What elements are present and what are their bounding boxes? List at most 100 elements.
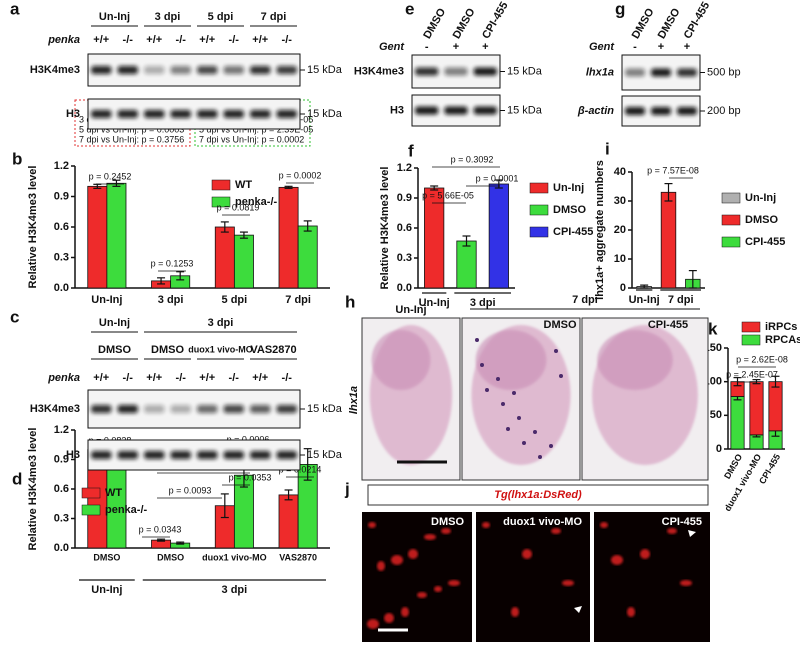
blot-band: [276, 405, 297, 413]
cell: [377, 561, 385, 571]
blot-band: [651, 68, 671, 77]
y-tick-label: 0: [620, 282, 626, 294]
bar: [87, 185, 108, 289]
x-tick-label: 5 dpi: [222, 294, 248, 306]
tissue: [597, 330, 673, 390]
lane-label: +/+: [93, 34, 109, 46]
lane-label: -/-: [123, 34, 134, 46]
bar: [660, 191, 677, 289]
y-tick-label: 0.0: [54, 542, 69, 554]
blot-header: DMSO: [98, 344, 131, 356]
lane-label: -/-: [229, 34, 240, 46]
legend-label: penka-/-: [105, 504, 148, 516]
cell: [424, 534, 436, 540]
blot-band: [197, 451, 218, 459]
image-frame: [476, 512, 590, 642]
lane-label: +/+: [252, 34, 268, 46]
y-tick-label: 1.2: [54, 424, 69, 436]
blot-band: [473, 106, 497, 115]
band-label: H3: [66, 108, 80, 120]
y-tick-label: 0.0: [397, 282, 412, 294]
cell: [640, 549, 650, 559]
p-value: p = 0.0002: [279, 170, 322, 180]
blot-band: [677, 107, 697, 115]
y-tick-label: 0.6: [397, 222, 412, 234]
legend-label: RPCAs: [765, 334, 800, 346]
stain-dot: [538, 455, 542, 459]
y-tick-label: 0.9: [397, 192, 412, 204]
group-label: Un-Inj: [91, 584, 122, 596]
p-value: p = 0.0343: [139, 524, 182, 534]
y-tick-label: 0.3: [54, 512, 69, 524]
cell: [367, 619, 379, 629]
stain-dot: [485, 388, 489, 392]
blot-band: [250, 66, 271, 74]
bar: [214, 226, 235, 289]
cell: [551, 528, 561, 534]
blot-band: [170, 110, 191, 118]
y-tick-label: 0.0: [54, 282, 69, 294]
treatment-label: CPI-455: [480, 0, 511, 41]
row-label: lhx1a: [348, 386, 360, 414]
marker-label: 15 kDa: [307, 108, 343, 120]
stain-dot: [549, 444, 553, 448]
panel-label: c: [10, 307, 19, 326]
panel-label: e: [405, 0, 414, 18]
image-label: DMSO: [544, 319, 577, 331]
row-label: penka: [47, 372, 80, 384]
group-label: Un-Inj: [629, 294, 660, 306]
stain-dot: [522, 441, 526, 445]
stain-dot: [554, 349, 558, 353]
lane-label: +/+: [199, 372, 215, 384]
y-tick-label: 30: [614, 195, 626, 207]
lane-label: +/+: [93, 372, 109, 384]
cell: [562, 580, 574, 586]
panel-label: k: [708, 319, 718, 338]
bar: [106, 182, 127, 289]
p-value: p = 2.45E-07: [726, 369, 778, 379]
cell: [680, 580, 692, 586]
lane-label: -/-: [229, 372, 240, 384]
legend-label: penka-/-: [235, 196, 278, 208]
image-label: CPI-455: [648, 319, 688, 331]
cell: [401, 607, 409, 617]
bar: [278, 186, 299, 289]
bar-segment: [749, 381, 764, 436]
y-tick-label: 1.2: [54, 160, 69, 172]
panel-label: d: [12, 469, 22, 488]
panel-label: b: [12, 149, 22, 168]
panel-label: h: [345, 292, 355, 311]
x-tick-label: duox1 vivo-MO: [202, 552, 267, 562]
blot-band: [144, 110, 165, 118]
treatment-label: DMSO: [656, 6, 683, 41]
stain-dot: [506, 427, 510, 431]
blot-band: [223, 66, 244, 74]
blot-header: VAS2870: [250, 344, 296, 356]
p-value: p = 0.1253: [151, 258, 194, 268]
band-label: H3K4me3: [30, 403, 80, 415]
band-label: lhx1a: [586, 66, 614, 78]
group-label: Un-Inj: [419, 297, 450, 309]
lane-label: +: [482, 41, 488, 53]
cell: [600, 522, 608, 528]
panel-label: g: [615, 0, 625, 18]
panel-label: i: [605, 139, 610, 158]
legend-swatch: [529, 182, 549, 194]
cell: [408, 549, 418, 559]
legend-swatch: [721, 214, 741, 226]
x-tick-label: 7 dpi: [285, 294, 311, 306]
image-label: duox1 vivo-MO: [503, 516, 582, 528]
lane-label: +/+: [146, 34, 162, 46]
image-label: CPI-455: [662, 516, 702, 528]
legend-swatch: [211, 179, 231, 191]
legend-swatch: [81, 504, 101, 516]
legend-label: DMSO: [553, 204, 586, 216]
blot-header: Un-Inj: [99, 317, 130, 329]
legend-swatch: [741, 334, 761, 346]
y-axis-label: Relative H3K4me3 level: [27, 428, 39, 551]
legend-swatch: [211, 196, 231, 208]
group-label: 3 dpi: [222, 584, 248, 596]
blot-band: [223, 451, 244, 459]
blot-header: 3 dpi: [208, 317, 234, 329]
cell: [511, 607, 519, 617]
